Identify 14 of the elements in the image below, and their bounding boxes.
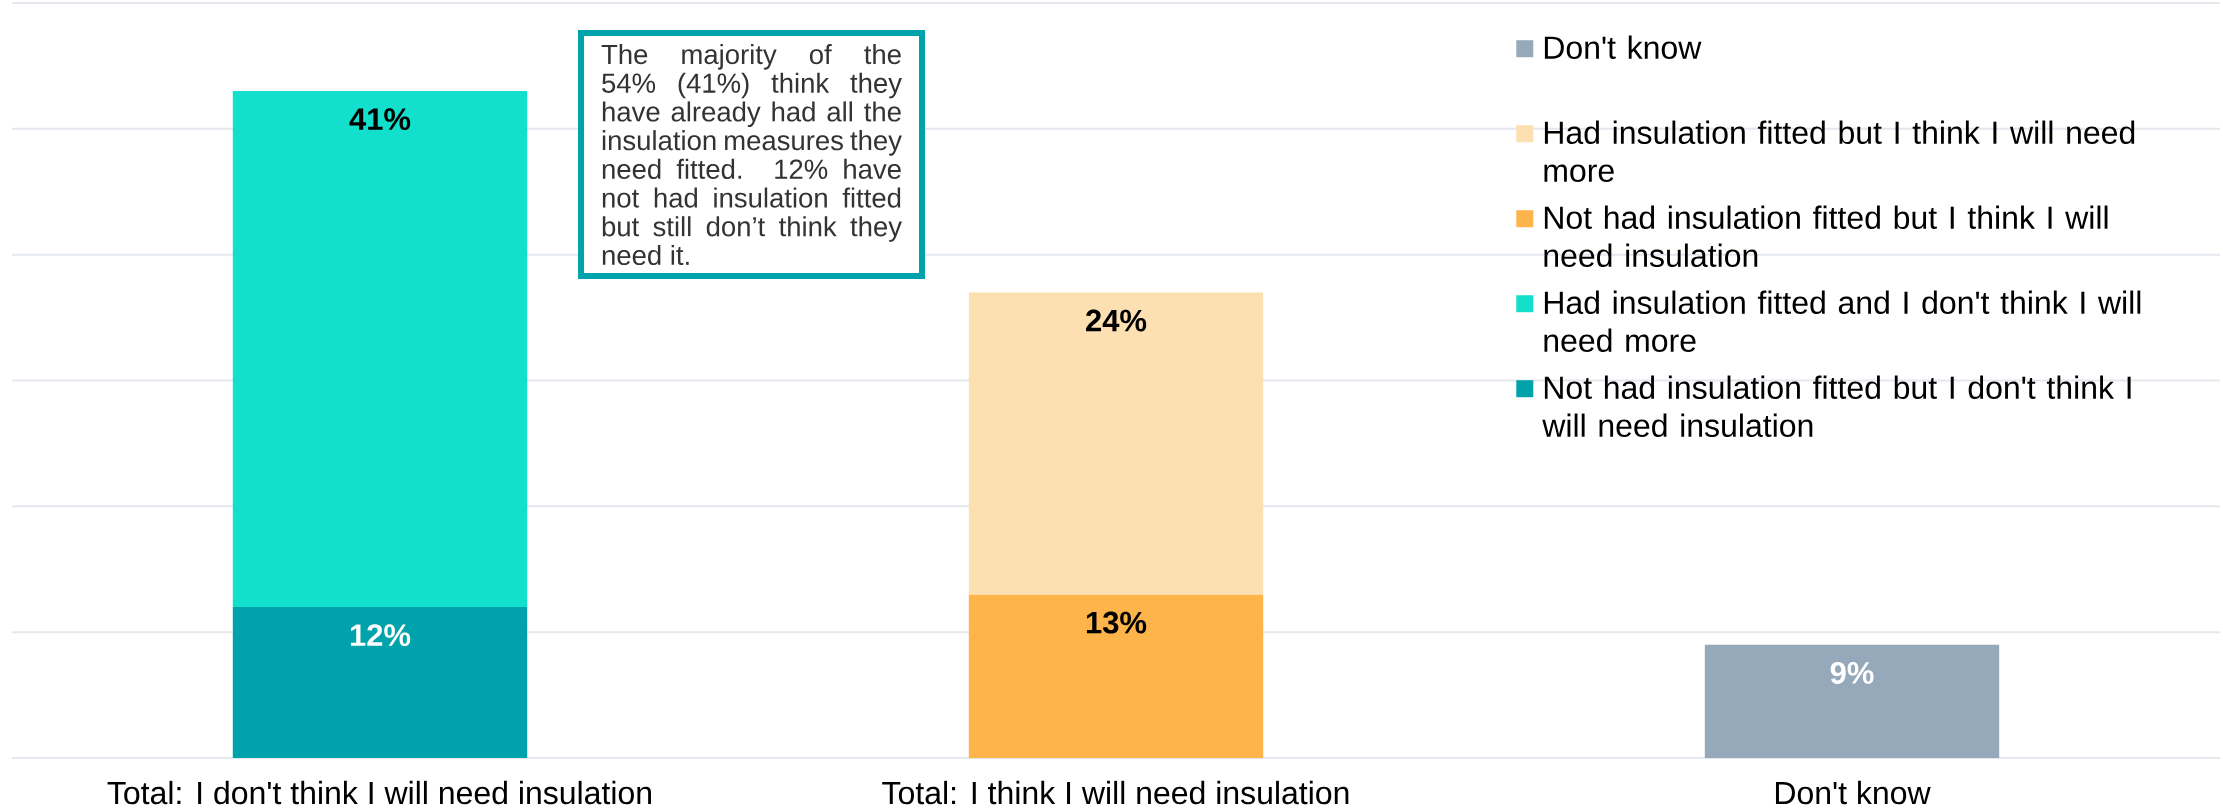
- data-label: 24%: [1086, 309, 1147, 332]
- data-label: 12%: [350, 624, 411, 647]
- legend-label: Not had insulation fitted but I don't think I will need insulation: [1542, 375, 2131, 438]
- x-tick-label: Total: I don't think I will need insulation: [107, 780, 651, 805]
- x-tick-label: Don't know: [1775, 780, 1931, 805]
- legend-label: Not had insulation fitted but I think I will need insulation: [1544, 205, 2108, 268]
- x-tick-label: Total: I think I will need insulation: [882, 780, 1349, 805]
- data-label: 9%: [1830, 661, 1874, 684]
- legend-label: Had insulation fitted but I think I will need more: [1544, 120, 2135, 183]
- data-label: 13%: [1086, 611, 1147, 634]
- legend-label: Had insulation fitted and I don't think I will need more: [1544, 290, 2141, 353]
- legend-label: Don't know: [1544, 35, 1702, 60]
- data-label: 41%: [349, 108, 411, 131]
- annotation: The majority of the 54% (41%) think they have already had all the insulation measures they need fitted. 12% have not had insulation fitted but still don’t think they need it.: [601, 44, 902, 266]
